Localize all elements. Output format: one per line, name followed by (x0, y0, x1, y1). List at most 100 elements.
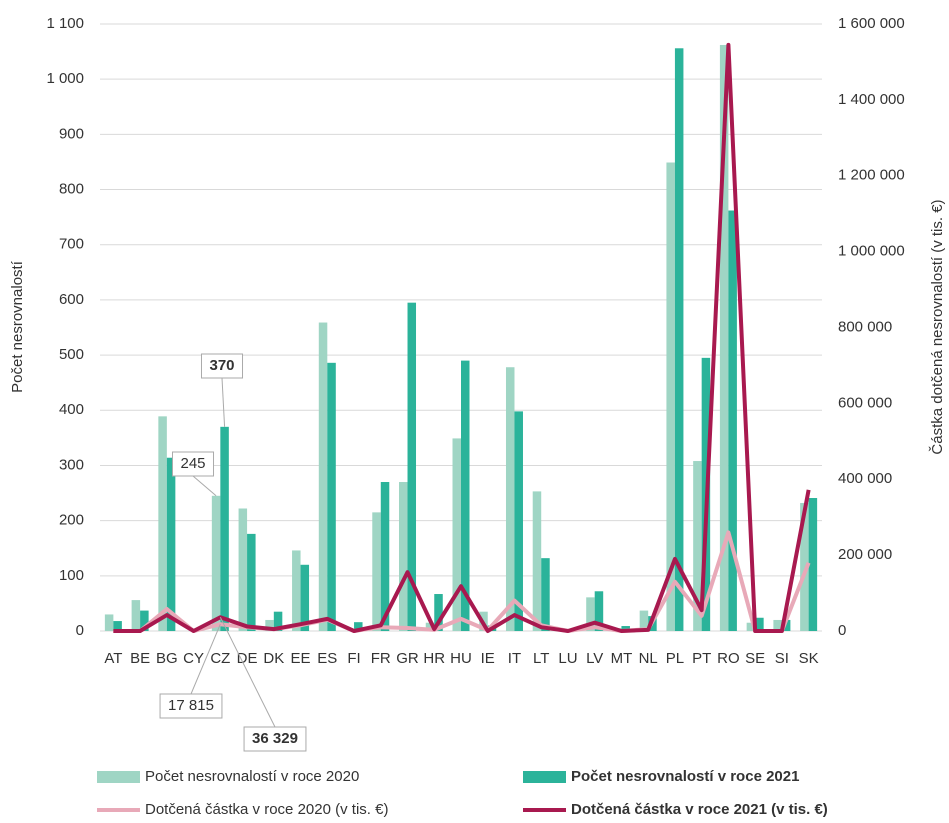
x-tick-label: ES (317, 650, 337, 667)
leader-line (192, 475, 217, 497)
bar (247, 533, 256, 631)
bar (292, 550, 301, 631)
bar (158, 416, 167, 631)
y-axis-title: Počet nesrovnalostí (9, 260, 26, 393)
bar (719, 44, 729, 631)
x-tick-label: GR (396, 650, 419, 667)
bar (541, 558, 550, 631)
bar (773, 619, 782, 631)
y-tick-label: 800 (59, 181, 84, 198)
x-tick-label: RO (717, 650, 740, 667)
x-tick-label: CZ (210, 650, 230, 667)
bar (318, 322, 328, 631)
bar (728, 210, 737, 632)
leader-line (221, 377, 226, 427)
x-tick-label: PL (666, 650, 684, 667)
bar (265, 619, 274, 631)
legend-swatch (523, 771, 566, 783)
y2-tick-label: 1 600 000 (838, 15, 905, 32)
callout: 370 (200, 353, 244, 427)
x-tick-label: EE (291, 650, 311, 667)
bar (354, 622, 363, 631)
y2-tick-label: 400 000 (838, 470, 892, 487)
bar (746, 622, 756, 631)
bar (808, 498, 818, 631)
x-tick-label: LV (586, 650, 603, 667)
bar (452, 438, 461, 631)
x-tick-label: MT (611, 650, 633, 667)
y-tick-label: 1 100 (46, 15, 84, 32)
callout: 17 815 (159, 624, 223, 719)
bar (514, 411, 523, 631)
bar (505, 367, 515, 631)
x-tick-label: HR (423, 650, 445, 667)
y-tick-label: 1 000 (46, 70, 84, 87)
x-tick-label: IT (508, 650, 521, 667)
callout-box (171, 451, 215, 477)
bar (399, 482, 408, 631)
bar (104, 614, 114, 631)
y-tick-label: 100 (59, 567, 84, 584)
x-tick-label: LU (558, 650, 577, 667)
x-tick-label: SE (745, 650, 765, 667)
x-tick-label: PT (692, 650, 711, 667)
bar (140, 610, 149, 631)
bar (380, 482, 390, 631)
y2-tick-label: 200 000 (838, 546, 892, 563)
callout-box (243, 726, 307, 752)
y-tick-label: 700 (59, 236, 84, 253)
callout-box (159, 693, 223, 719)
data-label: 245 (180, 455, 205, 472)
leader-line (219, 616, 276, 728)
x-tick-label: SI (775, 650, 789, 667)
y-tick-label: 500 (59, 346, 84, 363)
x-tick-label: BG (156, 650, 178, 667)
callout: 36 329 (219, 616, 307, 752)
bar (586, 597, 595, 631)
y-tick-label: 900 (59, 125, 84, 142)
bar (113, 621, 122, 631)
bar (166, 457, 176, 631)
x-tick-label: NL (639, 650, 658, 667)
x-tick-label: SK (799, 650, 819, 667)
bar (211, 495, 221, 631)
bar (674, 48, 684, 631)
data-label: 370 (209, 357, 234, 374)
callout-box (200, 353, 244, 379)
legend-label: Počet nesrovnalostí v roce 2021 (571, 768, 799, 785)
y-tick-label: 200 (59, 512, 84, 529)
bar (220, 426, 229, 631)
bar (327, 362, 336, 631)
y2-tick-label: 1 200 000 (838, 167, 905, 184)
y2-tick-label: 600 000 (838, 394, 892, 411)
legend-label: Dotčená částka v roce 2021 (v tis. €) (571, 801, 828, 818)
y2-tick-label: 1 000 000 (838, 243, 905, 260)
bar (372, 512, 381, 631)
legend-label: Dotčená částka v roce 2020 (v tis. €) (145, 801, 388, 818)
x-tick-label: AT (104, 650, 122, 667)
bar (693, 461, 702, 631)
y-tick-label: 600 (59, 291, 84, 308)
bar (131, 600, 141, 631)
bar (407, 302, 417, 631)
leader-line (190, 624, 221, 695)
bar (621, 626, 630, 631)
x-tick-label: BE (130, 650, 150, 667)
y2-axis-title: Částka dotčená nesrovnalostí (v tis. €) (929, 199, 946, 454)
x-tick-label: IE (481, 650, 495, 667)
data-label: 17 815 (168, 697, 214, 714)
legend-swatch (97, 771, 140, 783)
bar (425, 622, 435, 631)
bar (800, 502, 809, 631)
bar (755, 617, 764, 631)
x-tick-label: FR (371, 650, 391, 667)
x-tick-label: LT (533, 650, 549, 667)
line (113, 42, 811, 633)
callout: 245 (171, 451, 217, 497)
y2-tick-label: 800 000 (838, 318, 892, 335)
bar (273, 611, 283, 631)
y2-tick-label: 1 400 000 (838, 91, 905, 108)
x-tick-label: CY (183, 650, 204, 667)
x-tick-label: DK (263, 650, 284, 667)
